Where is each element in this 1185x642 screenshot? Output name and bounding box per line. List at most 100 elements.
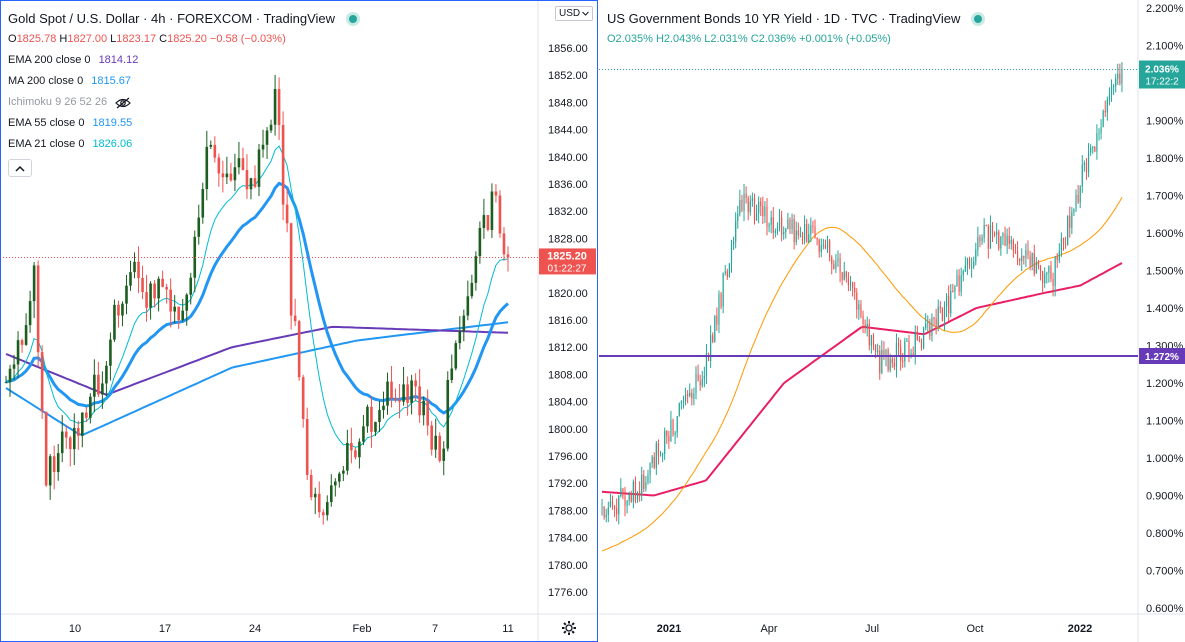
candle-body (269, 124, 273, 131)
candle-body (810, 225, 812, 235)
candle-body (703, 375, 705, 380)
candle-body (933, 317, 935, 320)
candle-body (402, 384, 405, 402)
candle-body (36, 265, 40, 353)
candle-body (622, 488, 624, 497)
indicator-ema200[interactable]: EMA 200 close 0 1814.12 (8, 50, 357, 71)
ema21-line (5, 145, 509, 448)
candle-body (975, 249, 977, 262)
last-price-value: 1825.20 (547, 250, 587, 262)
candle-body (714, 315, 716, 342)
indicator-ma200[interactable]: MA 200 close 0 1815.67 (8, 71, 357, 92)
y-tick-label: 1784.00 (548, 533, 588, 545)
candle-body (902, 360, 904, 362)
candle-body (935, 319, 937, 328)
candle-body (808, 234, 810, 243)
gear-icon[interactable] (561, 620, 577, 636)
candle-body (705, 352, 708, 376)
y-tick-label: 1804.00 (548, 397, 588, 409)
bond-legend: US Government Bonds 10 YR Yield · 1D · T… (607, 8, 983, 50)
currency-button[interactable]: USD (555, 6, 594, 21)
candle-body (887, 349, 889, 371)
candle-body (24, 325, 28, 345)
candle-body (776, 227, 779, 232)
ema55-line (5, 181, 510, 415)
y-tick-label: 1.900% (1146, 116, 1184, 128)
x-tick-label: Feb (353, 623, 372, 635)
candle-body (996, 231, 998, 236)
candle-body (245, 170, 249, 190)
candle-body (636, 491, 639, 501)
candle-body (390, 381, 393, 399)
candle-body (109, 339, 112, 366)
gold-chart-panel[interactable]: 1856.00 1852.00 1848.00 1844.00 1840.00 1836.… (0, 0, 598, 642)
candle-body (1046, 272, 1048, 275)
bond-yield-chart-panel[interactable]: 2.200%2.100%2.000%1.900%1.800%1.700%1.60… (599, 0, 1185, 642)
candle-body (454, 343, 458, 369)
gold-chart-title: Gold Spot / U.S. Dollar · 4h · FOREXCOM … (8, 11, 336, 26)
candle-body (273, 89, 277, 125)
y-tick-label: 1820.00 (548, 288, 588, 300)
candle-body (265, 130, 269, 145)
collapse-legend-button[interactable] (8, 159, 32, 177)
candle-body (426, 400, 429, 426)
candle-body (906, 340, 908, 342)
candle-body (998, 231, 1000, 249)
candle-body (394, 398, 397, 401)
candle-body (824, 244, 827, 249)
low-value: 1823.17 (116, 33, 157, 45)
candle-body (889, 358, 891, 371)
candle-body (874, 344, 877, 353)
candle-body (217, 157, 221, 174)
candle-body (141, 278, 144, 293)
candle-body (613, 506, 616, 509)
y-tick-label: 1800.00 (548, 424, 588, 436)
candle-body (647, 474, 649, 483)
candle-body (676, 415, 678, 433)
candle-body (406, 384, 409, 403)
candle-body (985, 224, 987, 227)
candle-body (948, 295, 950, 314)
indicator-value: 1819.55 (92, 117, 133, 129)
candle-body (241, 158, 245, 171)
hidden-eye-icon[interactable] (115, 97, 131, 109)
candle-body (870, 335, 872, 346)
candle-body (937, 306, 939, 328)
candle-body (803, 223, 806, 241)
candle-body (97, 374, 100, 395)
candle-body (117, 304, 120, 316)
candle-body (684, 394, 687, 402)
candle-body (297, 321, 301, 378)
candle-body (76, 427, 80, 436)
candle-body (897, 343, 900, 347)
candle-body (458, 331, 462, 344)
indicator-label: Ichimoku 9 26 52 26 (8, 96, 108, 108)
candle-body (701, 379, 703, 386)
candle-body (52, 456, 56, 473)
x-tick-label: Jul (865, 623, 879, 635)
candle-body (839, 258, 841, 273)
candle-body (133, 261, 136, 273)
indicator-ema21[interactable]: EMA 21 close 0 1826.06 (8, 134, 357, 155)
candle-body (929, 321, 931, 337)
bond-plot-group (601, 62, 1123, 552)
y-tick-label: 1840.00 (548, 152, 588, 164)
candle-body (68, 437, 72, 450)
candle-body (1094, 147, 1096, 152)
indicator-ichimoku[interactable]: Ichimoku 9 26 52 26 (8, 92, 357, 113)
candle-body (818, 239, 820, 253)
candle-body (4, 382, 8, 384)
candle-body (941, 308, 943, 322)
gold-legend: Gold Spot / U.S. Dollar · 4h · FOREXCOM … (8, 8, 358, 177)
y-tick-label: 1776.00 (548, 587, 588, 599)
candle-body (386, 381, 389, 406)
candle-body (20, 340, 24, 345)
candle-body (661, 453, 664, 456)
candle-body (820, 245, 822, 253)
indicator-ema55[interactable]: EMA 55 close 0 1819.55 (8, 113, 357, 134)
x-tick-label: 17 (159, 623, 171, 635)
gold-chart-svg[interactable]: 1856.00 1852.00 1848.00 1844.00 1840.00 1836.… (0, 0, 598, 642)
candle-body (1052, 278, 1054, 286)
candle-body (289, 223, 293, 316)
bond-chart-svg[interactable]: 2.200%2.100%2.000%1.900%1.800%1.700%1.60… (599, 0, 1185, 642)
